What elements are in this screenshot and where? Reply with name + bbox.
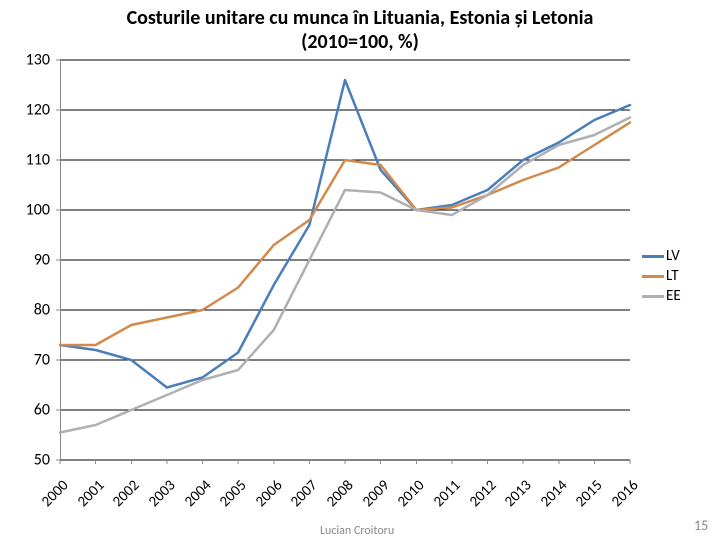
- y-tick-label: 50: [0, 451, 50, 470]
- y-tick-label: 110: [0, 151, 50, 170]
- slide-number: 15: [694, 517, 708, 534]
- y-tick-label: 100: [0, 201, 50, 220]
- legend: LV LT EE: [642, 246, 681, 306]
- legend-swatch: [642, 295, 664, 298]
- legend-item-ee: EE: [642, 286, 681, 306]
- y-tick-label: 60: [0, 401, 50, 420]
- y-tick-label: 120: [0, 101, 50, 120]
- legend-item-lt: LT: [642, 266, 681, 286]
- y-tick-label: 130: [0, 51, 50, 70]
- legend-label: LV: [666, 247, 680, 265]
- chart-title: Costurile unitare cu munca în Lituania, …: [80, 6, 640, 54]
- y-tick-label: 90: [0, 251, 50, 270]
- legend-label: LT: [666, 267, 679, 285]
- y-tick-label: 70: [0, 351, 50, 370]
- legend-item-lv: LV: [642, 246, 681, 266]
- author-label: Lucian Croitoru: [320, 524, 394, 538]
- chart-svg: [60, 60, 630, 460]
- legend-swatch: [642, 255, 664, 258]
- chart-plot-area: [60, 60, 630, 460]
- y-tick-label: 80: [0, 301, 50, 320]
- legend-label: EE: [666, 287, 681, 305]
- legend-swatch: [642, 275, 664, 278]
